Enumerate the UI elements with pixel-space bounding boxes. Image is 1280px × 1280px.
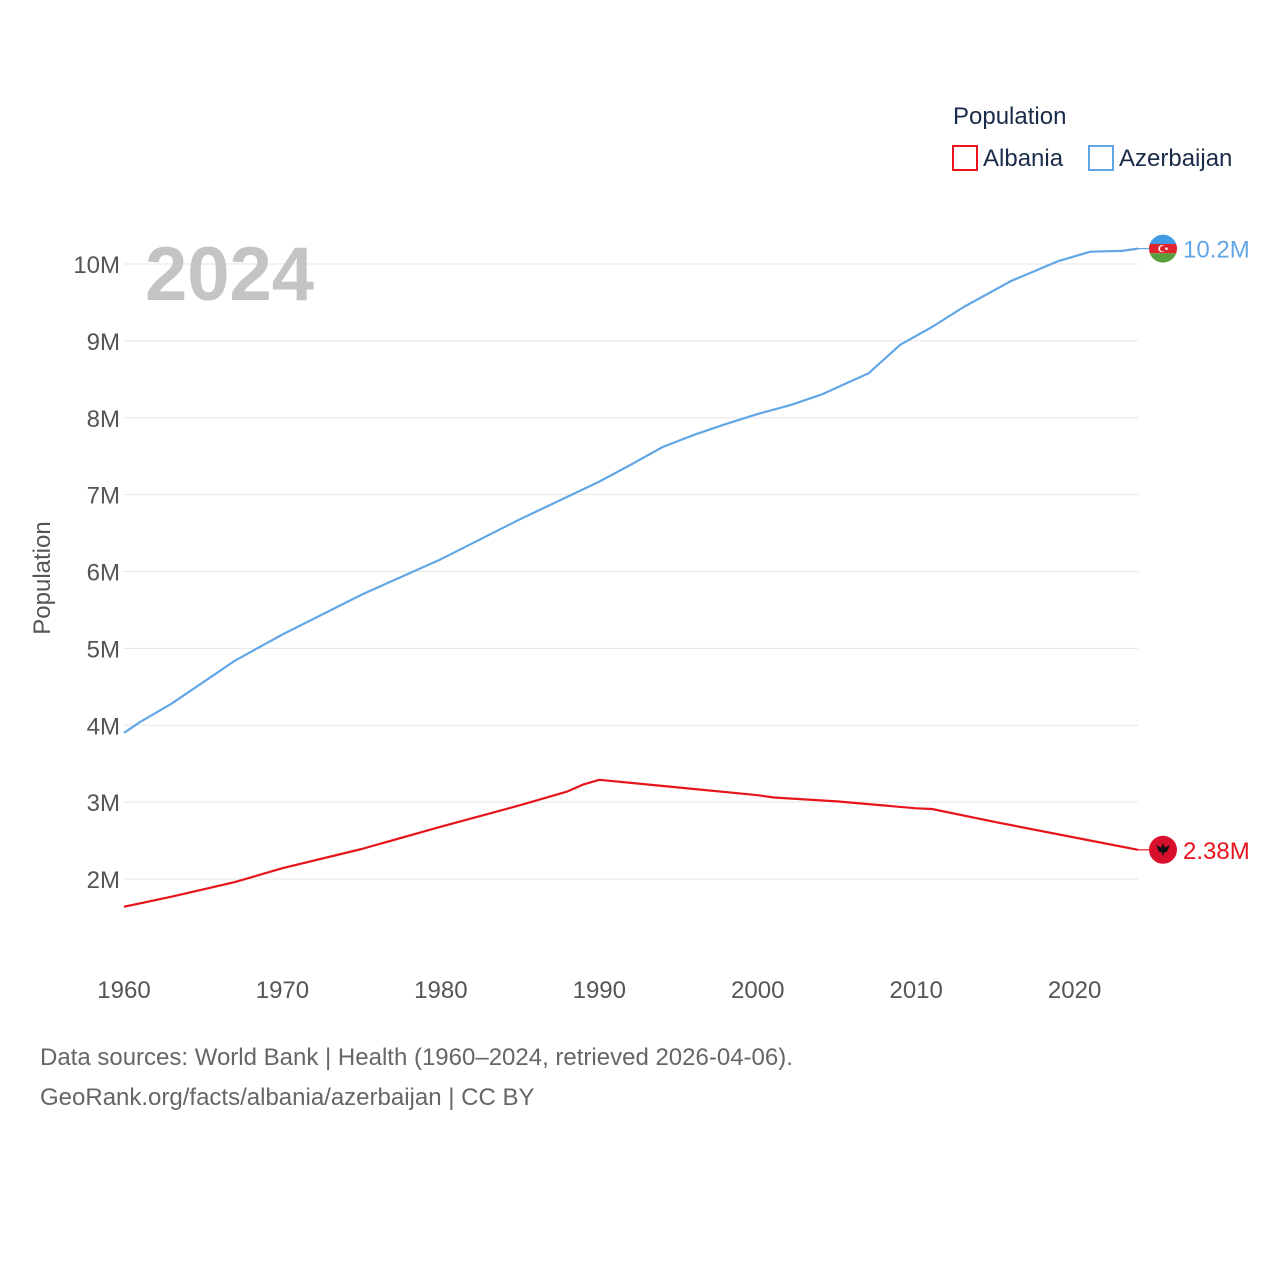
y-tick-label: 2M xyxy=(87,867,120,894)
y-tick-label: 4M xyxy=(87,713,120,740)
azerbaijan-line xyxy=(123,247,1139,734)
legend-item-albania[interactable]: Albania xyxy=(952,145,1064,172)
footer-credit[interactable]: GeoRank.org/facts/albania/azerbaijan | C… xyxy=(40,1084,535,1111)
legend-label-azerbaijan: Azerbaijan xyxy=(1119,145,1232,172)
albania-flag-icon xyxy=(1149,835,1177,864)
legend-label-albania: Albania xyxy=(983,145,1064,172)
legend-item-azerbaijan[interactable]: Azerbaijan xyxy=(1088,145,1232,172)
y-tick-label: 5M xyxy=(87,636,120,663)
x-axis-ticks: 1960 1970 1980 1990 2000 2010 2020 xyxy=(97,977,1101,1004)
y-tick-label: 3M xyxy=(87,790,120,817)
legend-title: Population xyxy=(953,103,1066,130)
x-tick-label: 1980 xyxy=(414,977,467,1004)
y-axis-title: Population xyxy=(29,521,56,634)
y-tick-label: 9M xyxy=(87,329,120,356)
legend-swatch-azerbaijan xyxy=(1088,145,1114,171)
y-tick-label: 10M xyxy=(73,252,120,279)
albania-end-label: 2.38M xyxy=(1183,838,1250,865)
x-tick-label: 1970 xyxy=(256,977,309,1004)
y-axis-ticks: 2M 3M 4M 5M 6M 7M 8M 9M 10M xyxy=(73,252,120,894)
x-tick-label: 1960 xyxy=(97,977,150,1004)
x-tick-label: 2010 xyxy=(889,977,942,1004)
y-tick-label: 6M xyxy=(87,560,120,587)
azerbaijan-end-label: 10.2M xyxy=(1183,237,1250,264)
gridlines xyxy=(124,263,1138,880)
azerbaijan-flag-icon xyxy=(1149,234,1177,263)
footer-sources: Data sources: World Bank | Health (1960–… xyxy=(40,1044,793,1071)
x-tick-label: 2020 xyxy=(1048,977,1101,1004)
legend-swatch-albania xyxy=(952,145,978,171)
y-tick-label: 8M xyxy=(87,406,120,433)
x-tick-label: 2000 xyxy=(731,977,784,1004)
year-label: 2024 xyxy=(145,232,314,317)
x-tick-label: 1990 xyxy=(573,977,626,1004)
y-tick-label: 7M xyxy=(87,483,120,510)
series-lines: 2.38M 10.2M xyxy=(123,234,1250,908)
albania-line xyxy=(123,778,1139,908)
legend: Population Albania Azerbaijan xyxy=(952,103,1232,172)
